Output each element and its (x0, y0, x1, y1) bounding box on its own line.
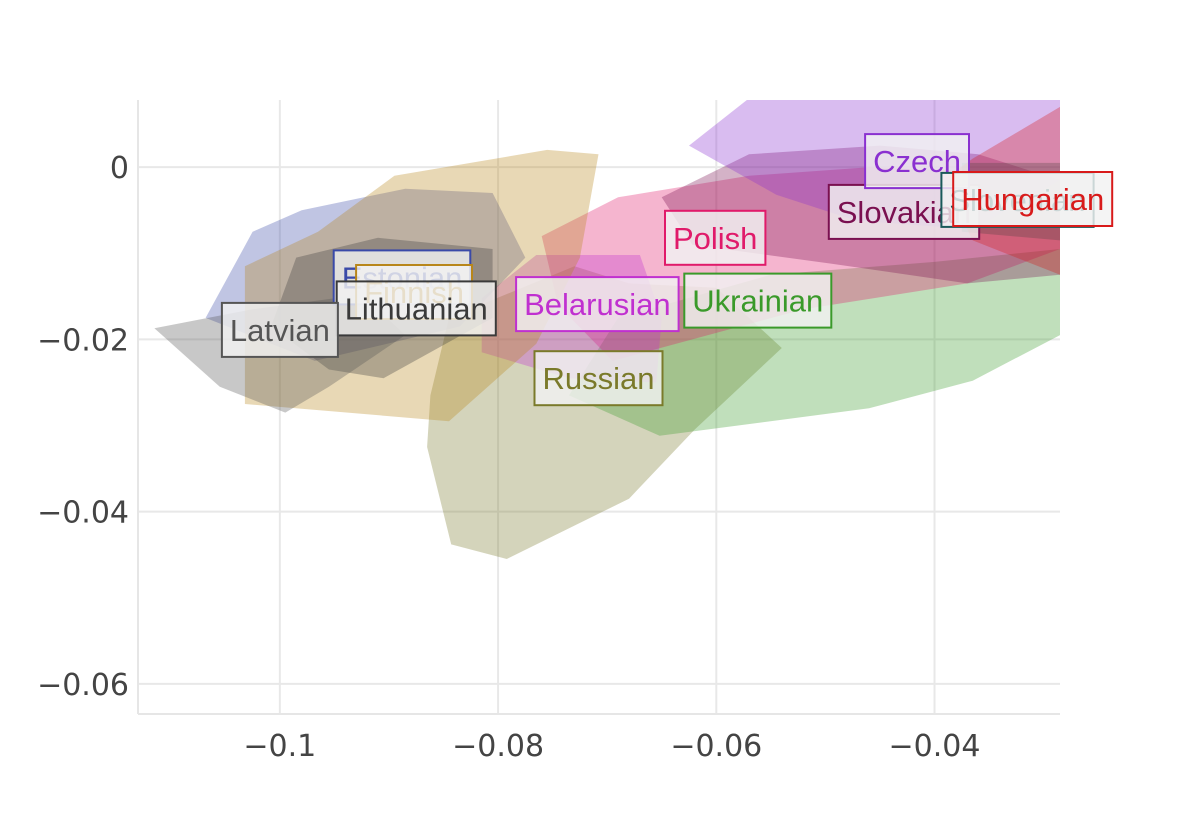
label-polish: Polish (664, 209, 767, 266)
label-lithuanian: Lithuanian (335, 280, 497, 337)
label-text: Ukrainian (692, 284, 823, 319)
axes (137, 100, 1060, 715)
label-box (533, 350, 664, 407)
tick-labels: −0.1 −0.08 −0.06 −0.04 0 −0.02 −0.04 −0.06 (37, 151, 980, 764)
x-tick-label: −0.1 (243, 729, 316, 764)
label-box (220, 301, 339, 358)
label-belarusian: Belarusian (515, 276, 680, 333)
label-russian: Russian (533, 350, 664, 407)
y-tick-label: 0 (110, 151, 129, 186)
label-box (683, 272, 833, 329)
series-labels: RussianUkrainianPolishSlovakianCzechSlov… (220, 133, 1114, 407)
y-tick-label: −0.04 (37, 496, 129, 531)
x-tick-label: −0.04 (889, 729, 981, 764)
label-text: Hungarian (961, 182, 1104, 217)
y-tick-label: −0.02 (37, 323, 129, 358)
hull-russian (427, 266, 782, 559)
label-text: Belarusian (524, 287, 670, 322)
label-text: Russian (542, 361, 654, 396)
label-ukrainian: Ukrainian (683, 272, 833, 329)
y-tick-label: −0.06 (37, 668, 129, 703)
label-box (664, 209, 767, 266)
label-box (952, 171, 1114, 227)
hull-ukrainian (569, 249, 1060, 436)
label-text: Polish (673, 221, 757, 256)
label-text: Lithuanian (345, 291, 488, 326)
x-tick-label: −0.08 (452, 729, 544, 764)
label-box (515, 276, 680, 333)
label-text: Latvian (230, 313, 330, 348)
label-latvian: Latvian (220, 301, 339, 358)
x-tick-label: −0.06 (670, 729, 762, 764)
label-hungarian: Hungarian (952, 171, 1114, 227)
